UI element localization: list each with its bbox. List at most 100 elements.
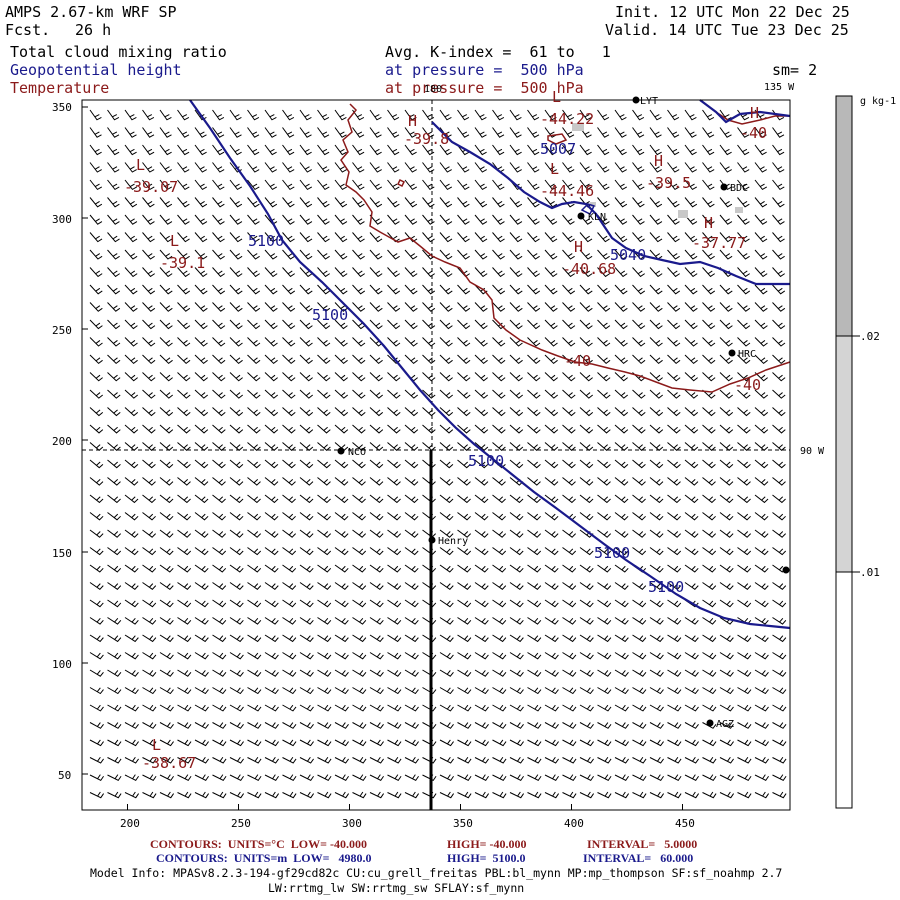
wind-barb (352, 669, 367, 677)
wind-barb (334, 547, 349, 556)
wind-barb (352, 529, 366, 538)
wind-barb (509, 774, 524, 781)
height-contour-info: CONTOURS: UNITS=m LOW= 4980.0 (156, 851, 372, 865)
wind-barb (632, 634, 647, 643)
wind-barb (579, 739, 594, 747)
wind-barb (404, 249, 418, 260)
wind-barb (527, 669, 542, 677)
wind-barb (719, 652, 734, 660)
wind-barb (177, 302, 191, 312)
wind-barb (649, 407, 664, 417)
wind-barb (89, 442, 104, 451)
wind-barb (264, 494, 279, 504)
wind-barb (89, 337, 103, 347)
wind-barb (492, 564, 507, 573)
wind-barb (212, 564, 227, 573)
wind-barb (719, 372, 733, 382)
wind-barb (597, 634, 612, 643)
wind-barb (649, 459, 664, 469)
wind-barb (142, 302, 156, 312)
wind-barb (684, 722, 699, 729)
wind-barb (247, 652, 262, 660)
wind-barb (737, 232, 750, 243)
wind-barb (422, 459, 436, 469)
wind-barb (457, 529, 471, 538)
wind-barb (194, 127, 207, 138)
wind-barb (282, 494, 296, 504)
init-time: Init. 12 UTC Mon 22 Dec 25 (615, 3, 850, 21)
station-BDC-marker (720, 183, 728, 191)
wind-barb (597, 179, 610, 191)
wind-barb (404, 704, 419, 712)
wind-barb (492, 634, 507, 643)
wind-barb (684, 354, 698, 365)
wind-barb (264, 547, 279, 556)
wind-barb (194, 214, 208, 225)
wind-barb (702, 284, 716, 295)
wind-barb (299, 197, 313, 208)
wind-barb (772, 459, 786, 469)
wind-barb (509, 144, 522, 156)
wind-barb (597, 232, 610, 243)
wind-barb (719, 739, 734, 747)
wind-barb (527, 424, 541, 434)
wind-barb (159, 337, 173, 347)
wind-barb (719, 477, 734, 486)
wind-barb (142, 687, 157, 695)
station-label: Henry (438, 536, 468, 547)
wind-barb (684, 564, 699, 573)
wind-barb (194, 267, 208, 278)
wind-barb (632, 494, 646, 504)
wind-barb (737, 756, 752, 764)
wind-barb (124, 459, 139, 469)
wind-barb (282, 791, 297, 799)
temp-label: -40 (734, 376, 761, 394)
wind-barb (457, 372, 471, 382)
wind-barb (229, 512, 244, 521)
wind-barb (754, 249, 768, 260)
wind-barb (509, 599, 524, 608)
wind-barb (614, 372, 628, 382)
wind-barb (369, 791, 385, 799)
wind-barb (667, 599, 682, 608)
wind-barb (282, 512, 296, 521)
wind-barb (754, 302, 768, 312)
wind-barb (457, 214, 470, 225)
wind-barb (649, 127, 662, 138)
wind-barb (107, 407, 121, 417)
wind-barb (334, 617, 349, 625)
wind-barb (754, 459, 769, 469)
wind-barb (317, 791, 332, 799)
wind-barb (772, 144, 785, 156)
wind-barb (509, 389, 524, 399)
wind-barb (352, 477, 366, 486)
wind-barb (317, 477, 331, 486)
wind-barb (737, 354, 751, 365)
wind-barb (404, 547, 419, 556)
wind-barb (684, 756, 699, 764)
wind-barb (299, 372, 313, 382)
wind-barb (264, 389, 279, 399)
wind-barb (247, 634, 262, 643)
wind-barb (457, 722, 472, 729)
wind-barb (474, 704, 489, 712)
wind-barb (404, 529, 419, 538)
wind-barb (247, 564, 262, 573)
wind-barb (632, 354, 646, 365)
wind-barb (142, 512, 156, 521)
wind-barb (229, 302, 243, 312)
wind-barb (544, 179, 558, 191)
wind-barb (369, 354, 383, 365)
wind-barb (562, 791, 577, 799)
wind-barb (597, 214, 610, 225)
wind-barb (702, 232, 715, 243)
wind-barb (334, 144, 347, 156)
temp-label: -39.5 (646, 174, 691, 192)
wind-barb (387, 389, 401, 399)
wind-barb (124, 284, 138, 295)
wind-barb (124, 267, 138, 278)
wind-barb (177, 634, 192, 643)
wind-barb (212, 284, 226, 295)
wind-barb (509, 529, 524, 538)
plot-frame (81, 99, 791, 811)
